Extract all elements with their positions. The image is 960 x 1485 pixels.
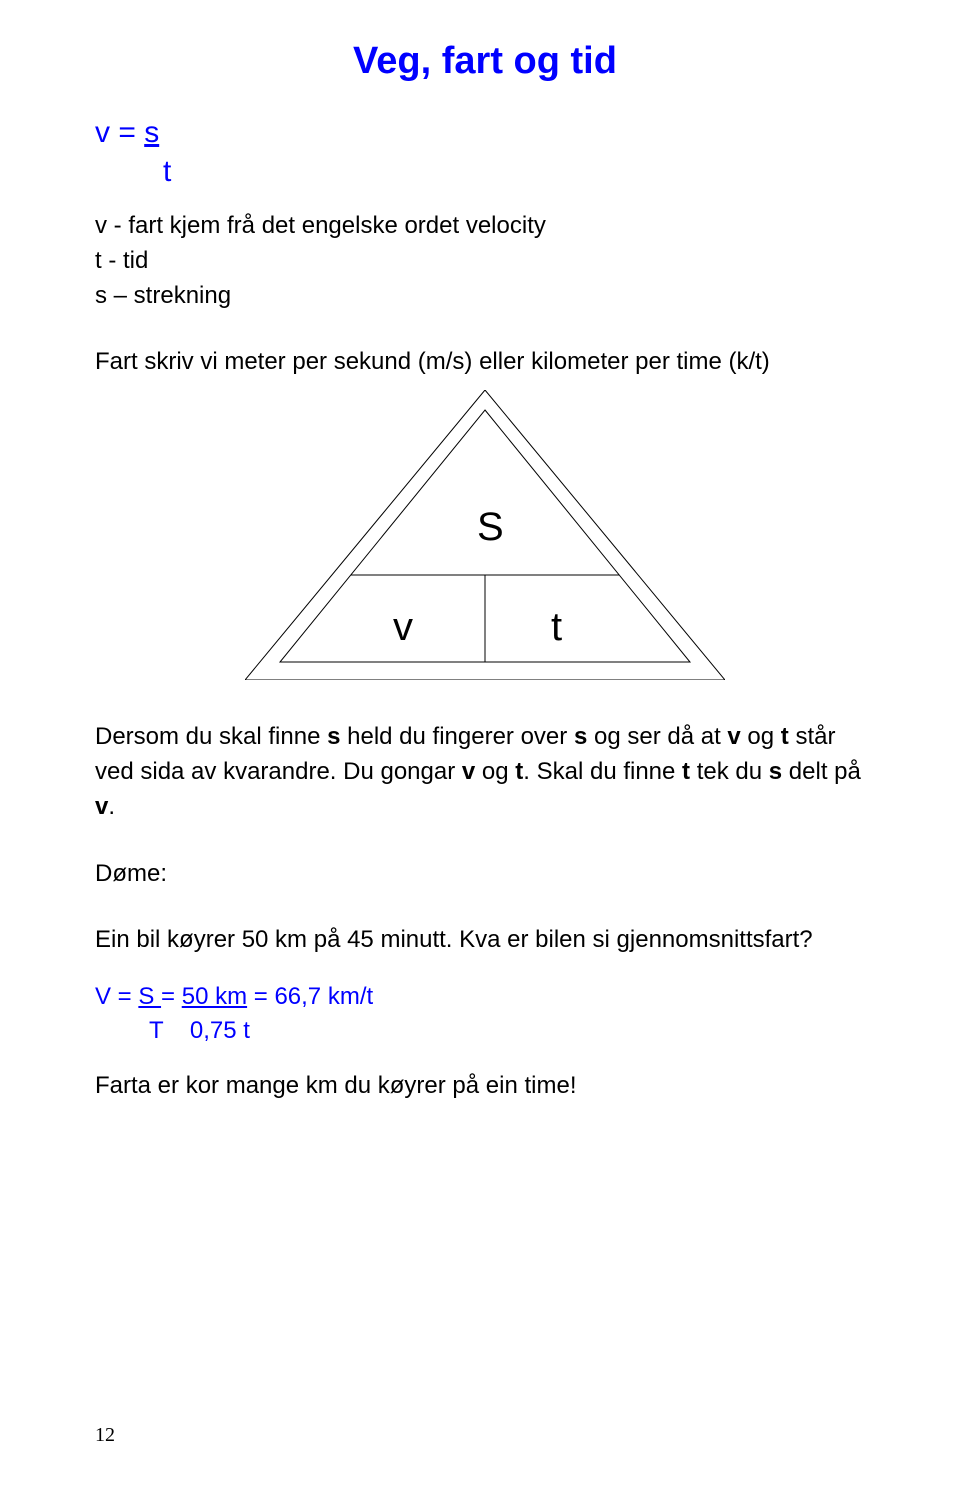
formula-line2: t bbox=[95, 152, 875, 191]
exp-bold-s1: s bbox=[327, 723, 340, 750]
exp-seg: tek du bbox=[690, 758, 769, 785]
page-title: Veg, fart og tid bbox=[95, 40, 875, 83]
page-number: 12 bbox=[95, 1424, 115, 1447]
calc-seg: = bbox=[161, 983, 182, 1010]
def-v: v - fart kjem frå det engelske ordet vel… bbox=[95, 209, 875, 244]
calc-underline-S: S bbox=[138, 983, 161, 1010]
svg-text:S: S bbox=[477, 505, 504, 549]
formula-numerator: s bbox=[144, 116, 159, 149]
calc-line2: T 0,75 t bbox=[95, 1014, 875, 1048]
page: Veg, fart og tid v = s t v - fart kjem f… bbox=[0, 0, 960, 1485]
triangle-svg: Sv t bbox=[245, 390, 725, 680]
exp-seg: . bbox=[108, 793, 115, 820]
svg-text:t: t bbox=[551, 605, 562, 649]
exp-seg: Dersom du skal finne bbox=[95, 723, 327, 750]
explanation-paragraph: Dersom du skal finne s held du fingerer … bbox=[95, 720, 875, 824]
exp-bold-s3: s bbox=[769, 758, 782, 785]
def-t: t - tid bbox=[95, 244, 875, 279]
formula-prefix: v = bbox=[95, 116, 144, 149]
exp-seg: delt på bbox=[782, 758, 861, 785]
exp-seg: held du fingerer over bbox=[340, 723, 573, 750]
triangle-diagram: Sv t bbox=[95, 390, 875, 680]
calc-line1: V = S = 50 km = 66,7 km/t bbox=[95, 980, 875, 1014]
calculation-block: V = S = 50 km = 66,7 km/t T 0,75 t bbox=[95, 980, 875, 1047]
exp-bold-t1: t bbox=[781, 723, 789, 750]
def-s: s – strekning bbox=[95, 279, 875, 314]
exp-seg: og ser då at bbox=[587, 723, 727, 750]
closing-line: Farta er kor mange km du køyrer på ein t… bbox=[95, 1069, 875, 1104]
exp-seg: . Skal du finne bbox=[523, 758, 682, 785]
exp-seg: og bbox=[741, 723, 781, 750]
example-label: Døme: bbox=[95, 857, 875, 892]
exp-bold-v2: v bbox=[462, 758, 475, 785]
svg-text:v: v bbox=[393, 605, 413, 649]
example-question: Ein bil køyrer 50 km på 45 minutt. Kva e… bbox=[95, 923, 875, 958]
exp-seg: og bbox=[475, 758, 515, 785]
definitions: v - fart kjem frå det engelske ordet vel… bbox=[95, 209, 875, 313]
units-line: Fart skriv vi meter per sekund (m/s) ell… bbox=[95, 345, 875, 380]
formula-line1: v = s bbox=[95, 113, 875, 152]
exp-bold-v3: v bbox=[95, 793, 108, 820]
calc-underline-50km: 50 km bbox=[182, 983, 247, 1010]
exp-bold-s2: s bbox=[574, 723, 587, 750]
exp-bold-v1: v bbox=[727, 723, 740, 750]
calc-seg: V = bbox=[95, 983, 138, 1010]
calc-seg: = 66,7 km/t bbox=[247, 983, 373, 1010]
formula-block: v = s t bbox=[95, 113, 875, 191]
calc-line2-text: T 0,75 t bbox=[149, 1017, 250, 1044]
exp-bold-t3: t bbox=[682, 758, 690, 785]
